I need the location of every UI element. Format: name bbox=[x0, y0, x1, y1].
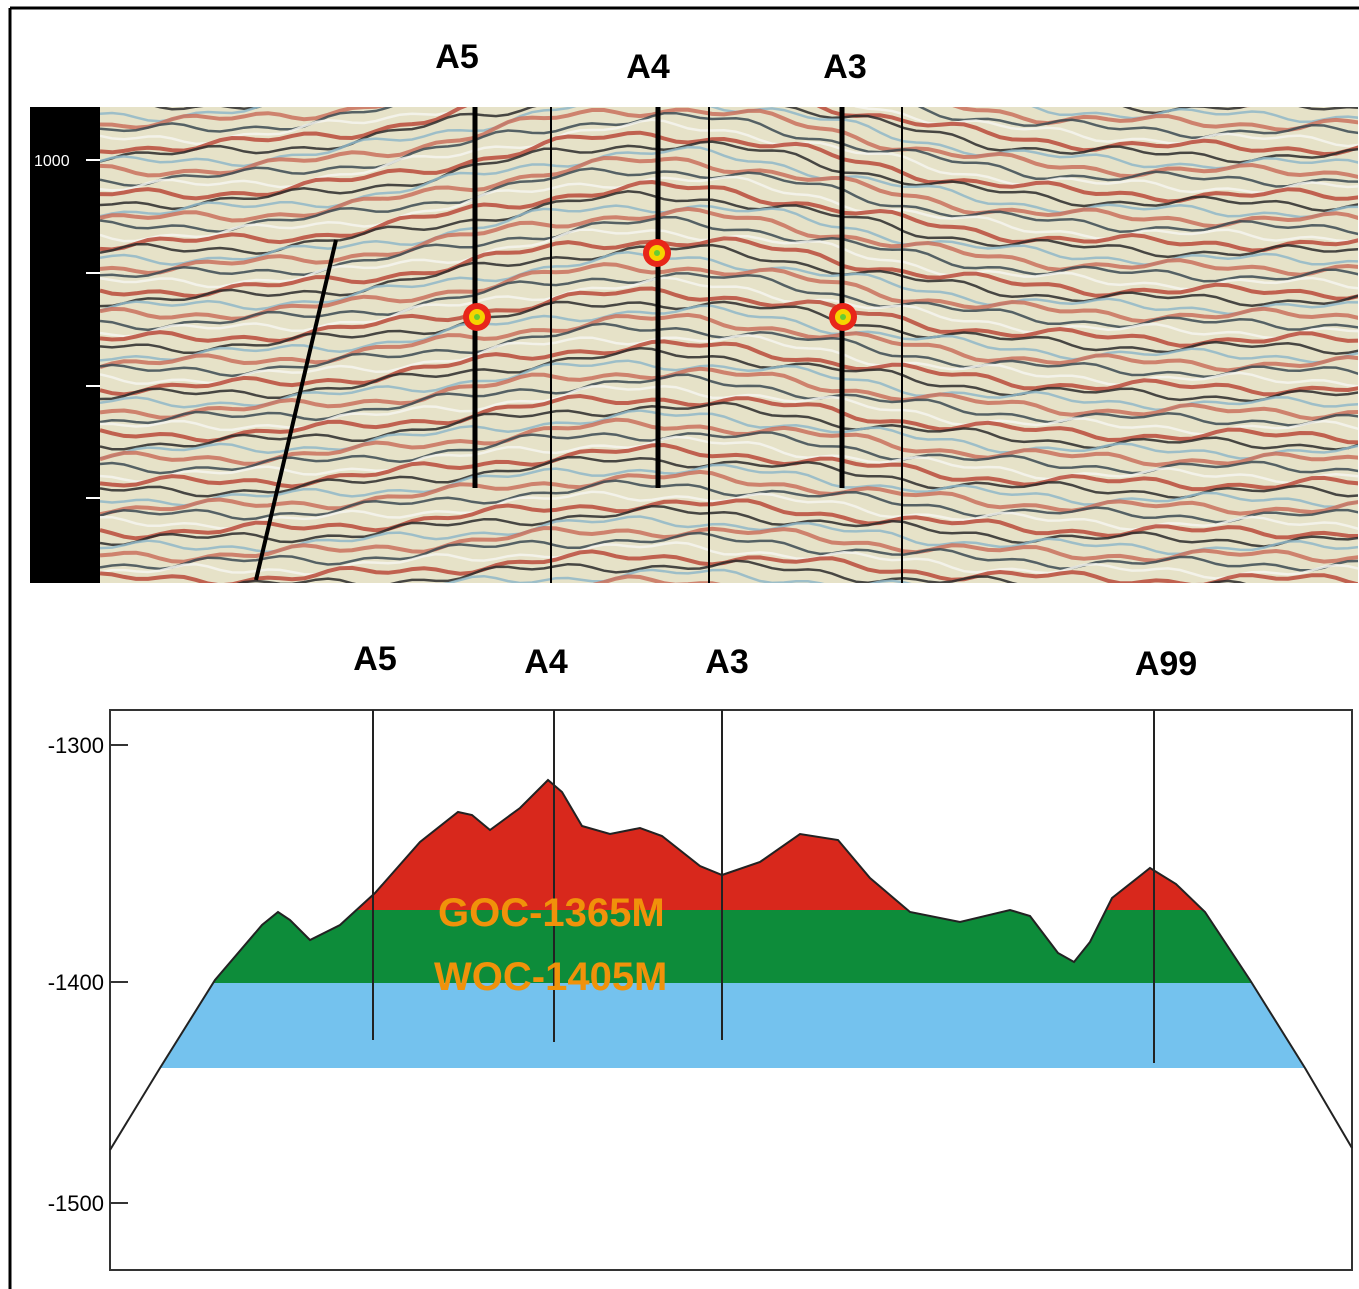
seismic-reflector bbox=[100, 417, 1358, 468]
water-zone bbox=[110, 983, 1352, 1068]
seismic-reflector bbox=[100, 107, 1358, 170]
seismic-reflector bbox=[100, 140, 1358, 213]
fault bbox=[254, 239, 338, 581]
seismic-reflector bbox=[100, 107, 1358, 164]
seismic-reflector bbox=[100, 463, 1358, 508]
seismic-reflector bbox=[100, 312, 1358, 373]
seismic-reflector bbox=[1234, 107, 1251, 108]
well-markers bbox=[463, 239, 857, 331]
seismic-reflector bbox=[100, 359, 1358, 412]
seismic-reflector bbox=[100, 107, 1358, 133]
contact-label: WOC-1405M bbox=[434, 955, 667, 999]
seismic-reflector bbox=[100, 498, 1358, 541]
structure-outline bbox=[109, 778, 1353, 1151]
seismic-reflector bbox=[100, 515, 1358, 556]
seismic-reflector bbox=[100, 531, 1358, 572]
seismic-reflector bbox=[100, 130, 1358, 204]
seismic-reflector bbox=[100, 175, 1358, 243]
y-tick-label: -1400 bbox=[48, 970, 104, 995]
well-label: A99 bbox=[1135, 645, 1197, 683]
seismic-reflector bbox=[100, 300, 1358, 356]
seismic-reflector bbox=[100, 145, 1358, 219]
seismic-reflector bbox=[100, 286, 1358, 348]
well-label: A4 bbox=[524, 643, 568, 681]
seismic-reflector bbox=[100, 435, 1358, 485]
oil-zone bbox=[110, 910, 1352, 983]
reservoir bbox=[110, 780, 1352, 1068]
seismic-reflector bbox=[100, 107, 1358, 157]
depth-tick-label: 1000 bbox=[34, 153, 70, 170]
seismic-reflector bbox=[100, 455, 1358, 500]
seismic-reflector bbox=[100, 346, 1358, 403]
seismic-reflectors bbox=[100, 107, 1358, 583]
seismic-reflector bbox=[100, 107, 1358, 148]
seismic-reflector bbox=[100, 479, 1358, 524]
seismic-reflector bbox=[100, 469, 1358, 517]
seismic-reflector bbox=[236, 559, 1247, 583]
seismic-reflector bbox=[100, 504, 1358, 548]
section-frame bbox=[109, 709, 1353, 1271]
seismic-reflector bbox=[100, 243, 1358, 308]
well-label: A3 bbox=[705, 643, 748, 681]
seismic-reflector bbox=[100, 401, 1358, 451]
contact-label: GOC-1365M bbox=[438, 891, 665, 935]
seismic-reflector bbox=[100, 541, 1358, 580]
seismic-reflector bbox=[100, 366, 1358, 421]
seismic-reflector bbox=[100, 167, 1358, 236]
y-axis: -1300 -1400 -1500 bbox=[48, 733, 128, 1216]
y-tick-label: -1500 bbox=[48, 1191, 104, 1216]
seismic-reflector bbox=[100, 272, 1358, 332]
seismic-reflector bbox=[100, 525, 1358, 564]
seismic-reflector bbox=[100, 155, 1358, 229]
seismic-reflector bbox=[100, 333, 1358, 388]
seismic-reflector bbox=[100, 236, 1358, 301]
seismic-reflector bbox=[100, 251, 1358, 316]
well-label: A5 bbox=[353, 640, 396, 678]
seismic-reflector bbox=[100, 206, 1358, 277]
seismic-reflector bbox=[100, 339, 1358, 397]
seismic-reflector bbox=[100, 111, 1358, 188]
seismic-reflector bbox=[154, 107, 1358, 115]
well-label: A3 bbox=[823, 48, 866, 86]
seismic-axis bbox=[30, 107, 100, 583]
seismic-reflector bbox=[100, 276, 1358, 340]
seismic-reflector bbox=[100, 409, 1358, 460]
seismic-reflector bbox=[442, 568, 912, 583]
seismic-reflector bbox=[100, 373, 1358, 427]
seismic-reflector bbox=[100, 179, 1358, 253]
seismic-reflector bbox=[100, 393, 1358, 445]
well-label: A4 bbox=[626, 48, 670, 86]
y-tick-label: -1300 bbox=[48, 733, 104, 758]
seismic-reflector bbox=[100, 190, 1358, 259]
well-label: A5 bbox=[435, 38, 478, 76]
